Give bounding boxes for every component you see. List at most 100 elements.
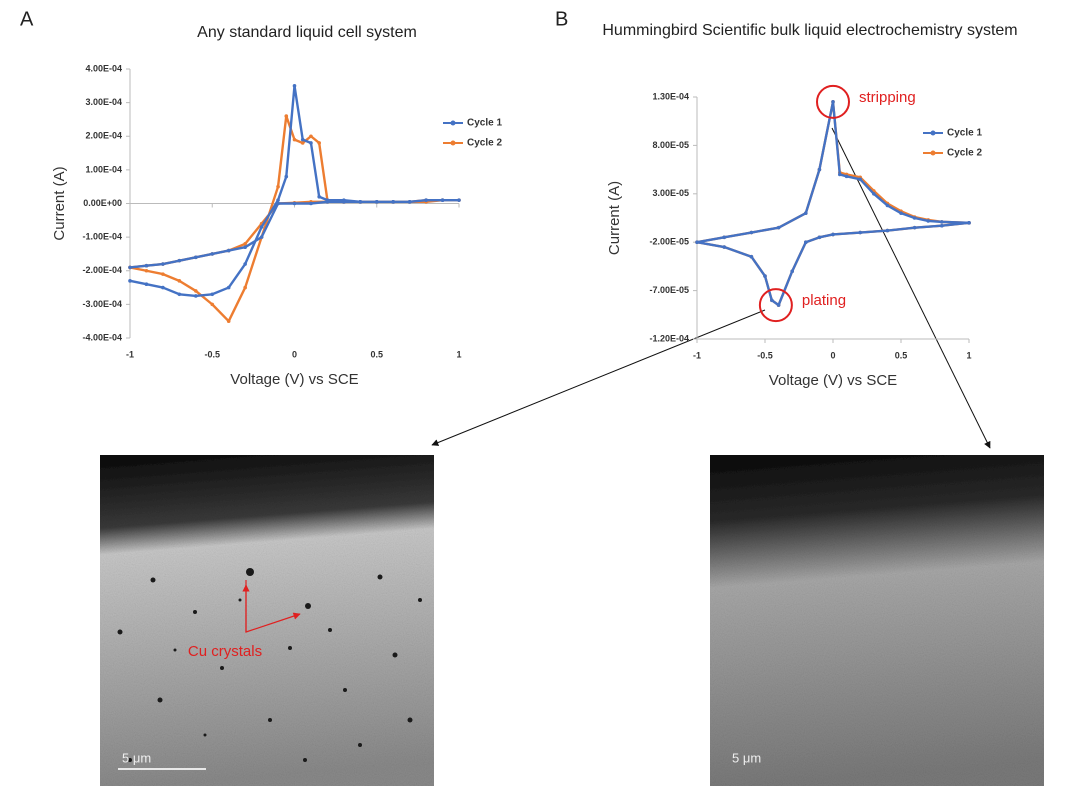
data-point — [128, 265, 132, 270]
data-point — [885, 228, 890, 233]
data-point — [226, 285, 231, 290]
legend-marker — [930, 150, 936, 156]
x-tick-label: 0 — [292, 349, 297, 359]
y-tick-label: -1.20E-04 — [649, 333, 689, 343]
x-tick-label: -1 — [126, 349, 134, 359]
data-point — [317, 194, 321, 199]
data-point — [804, 211, 808, 215]
data-point — [243, 245, 247, 250]
data-point — [210, 292, 215, 297]
data-point — [722, 235, 726, 240]
panel-label: B — [555, 8, 568, 30]
scale-bar-label: 5 μm — [122, 750, 151, 765]
data-point — [776, 225, 781, 230]
micrograph-left — [100, 455, 434, 786]
annotation-circle — [816, 84, 850, 119]
data-point — [844, 174, 849, 179]
data-point — [872, 192, 876, 196]
data-point — [300, 141, 305, 145]
scale-bar-label: 5 μm — [732, 750, 761, 765]
data-point — [940, 223, 944, 228]
images: Cu crystals 5 μm 5 μm — [100, 127, 1044, 786]
x-tick-label: 1 — [456, 349, 461, 359]
data-point — [284, 114, 289, 118]
legend-marker — [930, 130, 936, 136]
x-tick-label: 0 — [830, 350, 835, 360]
legend-label: Cycle 2 — [947, 148, 982, 159]
y-tick-label: 0.00E+00 — [83, 198, 122, 208]
data-point — [912, 216, 917, 220]
data-point — [144, 263, 149, 268]
x-tick-label: 1 — [966, 350, 971, 360]
data-point — [749, 254, 754, 259]
panel-label: A — [20, 8, 34, 30]
chart-title: Hummingbird Scientific bulk liquid elect… — [602, 22, 1017, 39]
data-point — [325, 200, 330, 204]
data-point — [177, 279, 182, 283]
data-point — [309, 201, 313, 206]
x-axis-label: Voltage (V) vs SCE — [769, 372, 897, 389]
data-point — [749, 230, 754, 235]
y-tick-label: 8.00E-05 — [652, 140, 689, 150]
x-tick-label: -0.5 — [204, 349, 220, 359]
y-axis-label: Current (A) — [606, 181, 623, 255]
y-tick-label: -1.00E-04 — [82, 232, 122, 242]
data-point — [831, 232, 835, 237]
pointer-arrow — [431, 309, 766, 446]
legend-label: Cycle 1 — [467, 118, 502, 129]
y-tick-label: -7.00E-05 — [649, 285, 689, 295]
data-point — [831, 100, 835, 104]
data-point — [391, 200, 396, 204]
data-point — [243, 242, 247, 246]
legend-label: Cycle 2 — [467, 138, 502, 149]
series-line — [129, 114, 461, 323]
data-point — [858, 230, 862, 235]
data-point — [885, 203, 890, 208]
y-tick-label: -3.00E-04 — [82, 299, 122, 309]
chart-title: Any standard liquid cell system — [197, 24, 417, 41]
data-point — [790, 269, 794, 274]
data-point — [342, 200, 346, 204]
data-point — [144, 268, 149, 273]
y-tick-label: -4.00E-04 — [82, 332, 122, 342]
data-point — [161, 272, 165, 276]
x-tick-label: 0.5 — [895, 350, 908, 360]
y-tick-label: 2.00E-04 — [85, 131, 122, 141]
data-point — [300, 137, 305, 142]
data-point — [259, 225, 264, 229]
data-point — [763, 274, 767, 278]
data-point — [177, 258, 182, 263]
annotation-label: plating — [802, 292, 846, 309]
data-point — [243, 285, 247, 290]
data-point — [374, 200, 379, 204]
data-point — [309, 141, 313, 145]
particles — [117, 568, 422, 762]
data-point — [194, 289, 198, 293]
data-point — [722, 245, 726, 249]
x-tick-label: 0.5 — [370, 349, 383, 359]
data-point — [457, 198, 461, 202]
y-tick-label: -2.00E-04 — [82, 265, 122, 275]
y-tick-label: 3.00E-04 — [85, 97, 122, 107]
x-axis-label: Voltage (V) vs SCE — [230, 371, 358, 388]
data-point — [276, 198, 280, 202]
data-point — [292, 201, 297, 206]
data-point — [424, 198, 428, 202]
data-point — [226, 248, 231, 253]
x-tick-label: -0.5 — [757, 350, 773, 360]
pointer-arrow — [831, 127, 991, 449]
legend-label: Cycle 1 — [947, 128, 982, 139]
data-point — [243, 262, 247, 266]
data-point — [838, 172, 842, 177]
data-point — [940, 220, 944, 224]
data-point — [804, 240, 808, 244]
annotation-circle — [758, 288, 793, 323]
data-point — [817, 235, 822, 240]
data-point — [177, 292, 182, 297]
data-point — [284, 174, 289, 179]
data-point — [817, 167, 822, 172]
chart: A Any standard liquid cell system Voltage … — [20, 8, 502, 388]
data-point — [194, 294, 198, 298]
data-point — [858, 177, 862, 182]
